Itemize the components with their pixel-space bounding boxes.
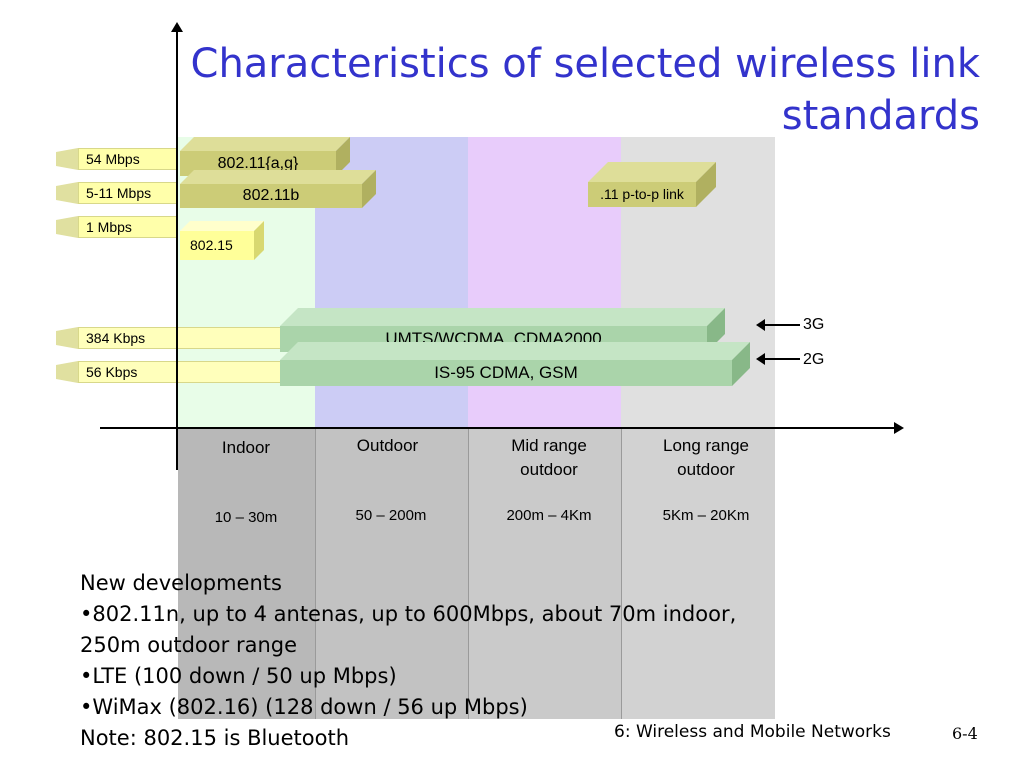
- rate-label: 5-11 Mbps: [78, 182, 178, 204]
- notes-block: New developments •802.11n, up to 4 anten…: [80, 568, 736, 754]
- slab-p2p-link: .11 p-to-p link: [588, 162, 716, 207]
- arrow-2g: [756, 353, 800, 365]
- range-longrange-distance: 5Km – 20Km: [662, 507, 750, 524]
- note-item: •LTE (100 down / 50 up Mbps): [80, 664, 397, 688]
- rate-5-11mbps: 5-11 Mbps: [56, 182, 178, 204]
- slab-80215: 802.15: [180, 221, 264, 260]
- range-outdoor-distance: 50 – 200m: [355, 507, 427, 524]
- slab-80211b-label: 802.11b: [180, 184, 362, 208]
- slide-title: Characteristics of selected wireless lin…: [190, 41, 980, 139]
- y-axis: [176, 28, 178, 470]
- rate-54mbps: 54 Mbps: [56, 148, 178, 170]
- x-axis: [100, 427, 896, 429]
- y-axis-arrow: [171, 22, 183, 32]
- slab-is95-2g: IS-95 CDMA, GSM: [280, 342, 750, 386]
- slab-is95-label: IS-95 CDMA, GSM: [280, 360, 732, 386]
- note-item: •802.11n, up to 4 antenas, up to 600Mbps…: [80, 602, 737, 626]
- rate-56kbps: 56 Kbps: [56, 361, 286, 383]
- range-outdoor-label: Outdoor: [356, 436, 419, 455]
- slide-footer: 6: Wireless and Mobile Networks: [614, 722, 891, 742]
- page-number: 6-4: [952, 724, 978, 743]
- rate-label: 54 Mbps: [78, 148, 178, 170]
- x-axis-arrow: [894, 422, 904, 434]
- region-lower-indoor: [178, 429, 315, 719]
- region-lower-midrange: [468, 429, 621, 719]
- note-item: •WiMax (802.16) (128 down / 56 up Mbps): [80, 695, 528, 719]
- label-3g: 3G: [803, 316, 825, 333]
- note-item: 250m outdoor range: [80, 633, 298, 657]
- slab-80211b: 802.11b: [180, 170, 376, 208]
- rate-label: 56 Kbps: [78, 361, 286, 383]
- rate-384kbps: 384 Kbps: [56, 327, 286, 349]
- range-indoor-distance: 10 – 30m: [214, 509, 278, 526]
- range-longrange-label: Long range outdoor: [662, 436, 750, 479]
- region-lower-longrange: [621, 429, 775, 719]
- notes-heading: New developments: [80, 571, 282, 595]
- rate-label: 384 Kbps: [78, 327, 286, 349]
- slab-p2p-label: .11 p-to-p link: [588, 182, 696, 207]
- range-indoor-label: Indoor: [221, 438, 271, 457]
- range-midrange-label: Mid range outdoor: [511, 436, 587, 479]
- note-item: Note: 802.15 is Bluetooth: [80, 726, 350, 750]
- range-midrange-distance: 200m – 4Km: [506, 507, 592, 524]
- region-lower-outdoor: [315, 429, 468, 719]
- label-2g: 2G: [803, 351, 825, 368]
- slab-80215-label: 802.15: [180, 231, 254, 260]
- arrow-3g: [756, 319, 800, 331]
- rate-1mbps: 1 Mbps: [56, 216, 178, 238]
- rate-label: 1 Mbps: [78, 216, 178, 238]
